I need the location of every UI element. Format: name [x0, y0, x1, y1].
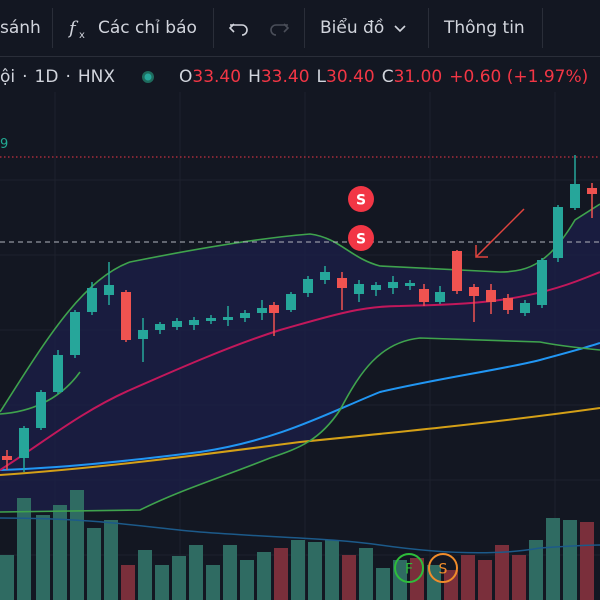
- toolbar-divider: [52, 8, 53, 48]
- indicators-label: Các chỉ báo: [98, 18, 197, 38]
- ma-yellow-line: [0, 407, 600, 476]
- sell-marker-label: S: [356, 232, 366, 248]
- bollinger-lower-line: [0, 337, 600, 513]
- chevron-down-icon: [394, 25, 406, 33]
- low-label: L: [316, 67, 327, 87]
- top-toolbar: sánh f x Các chỉ báo Biểu đồ Thông tin: [0, 0, 600, 57]
- info-button[interactable]: Thông tin: [444, 0, 525, 56]
- redo-icon: [270, 23, 290, 36]
- event-flag-label: F: [405, 562, 413, 578]
- undo-icon: [228, 23, 248, 36]
- svg-text:x: x: [79, 30, 85, 40]
- event-flag-label: S: [439, 562, 448, 578]
- event-flag-s[interactable]: S: [428, 553, 458, 583]
- undo-button[interactable]: [228, 0, 250, 56]
- open-label: O: [179, 67, 193, 87]
- chart-type-label: Biểu đồ: [320, 18, 385, 38]
- volume-bars: [0, 490, 594, 600]
- bollinger-band-fill: [0, 204, 600, 512]
- toolbar-divider: [428, 8, 429, 48]
- event-flag-f[interactable]: F: [394, 553, 424, 583]
- redo-button[interactable]: [268, 0, 290, 56]
- status-dot-icon: [141, 70, 155, 84]
- legend-dot: ·: [65, 67, 71, 87]
- symbol-legend: ội · 1D · HNX O 33.40 H 33.40 L 30.40 C 31.0…: [0, 62, 588, 92]
- candlesticks: [2, 155, 597, 472]
- open-value: 33.40: [192, 67, 242, 87]
- ma-blue-line: [0, 342, 600, 471]
- chart-type-button[interactable]: Biểu đồ: [320, 0, 408, 56]
- interval-label[interactable]: 1D: [34, 67, 59, 87]
- legend-dot: ·: [22, 67, 28, 87]
- annotation-arrow[interactable]: [475, 208, 525, 258]
- compare-label: sánh: [0, 18, 41, 38]
- fx-icon: f x: [68, 18, 85, 40]
- high-value: 33.40: [260, 67, 310, 87]
- symbol-name[interactable]: ội: [0, 67, 16, 87]
- toolbar-divider: [213, 8, 214, 48]
- svg-text:f: f: [68, 18, 79, 39]
- close-label: C: [381, 67, 394, 87]
- high-label: H: [248, 67, 261, 87]
- close-value: 31.00: [393, 67, 443, 87]
- sell-marker-label: S: [356, 193, 366, 209]
- indicators-button[interactable]: f x Các chỉ báo: [68, 0, 197, 56]
- sell-marker[interactable]: S: [348, 186, 374, 212]
- sell-marker[interactable]: S: [348, 225, 374, 251]
- change-value: +0.60 (+1.97%): [449, 67, 589, 87]
- toolbar-divider: [304, 8, 305, 48]
- price-chart[interactable]: S S F S: [0, 92, 600, 600]
- toolbar-divider: [542, 8, 543, 48]
- volume-ma-line: [0, 517, 600, 554]
- info-label: Thông tin: [444, 18, 525, 38]
- exchange-label: HNX: [77, 67, 115, 87]
- price-tag-fragment: 9: [0, 137, 9, 152]
- low-value: 30.40: [326, 67, 375, 87]
- compare-button[interactable]: sánh: [0, 0, 41, 56]
